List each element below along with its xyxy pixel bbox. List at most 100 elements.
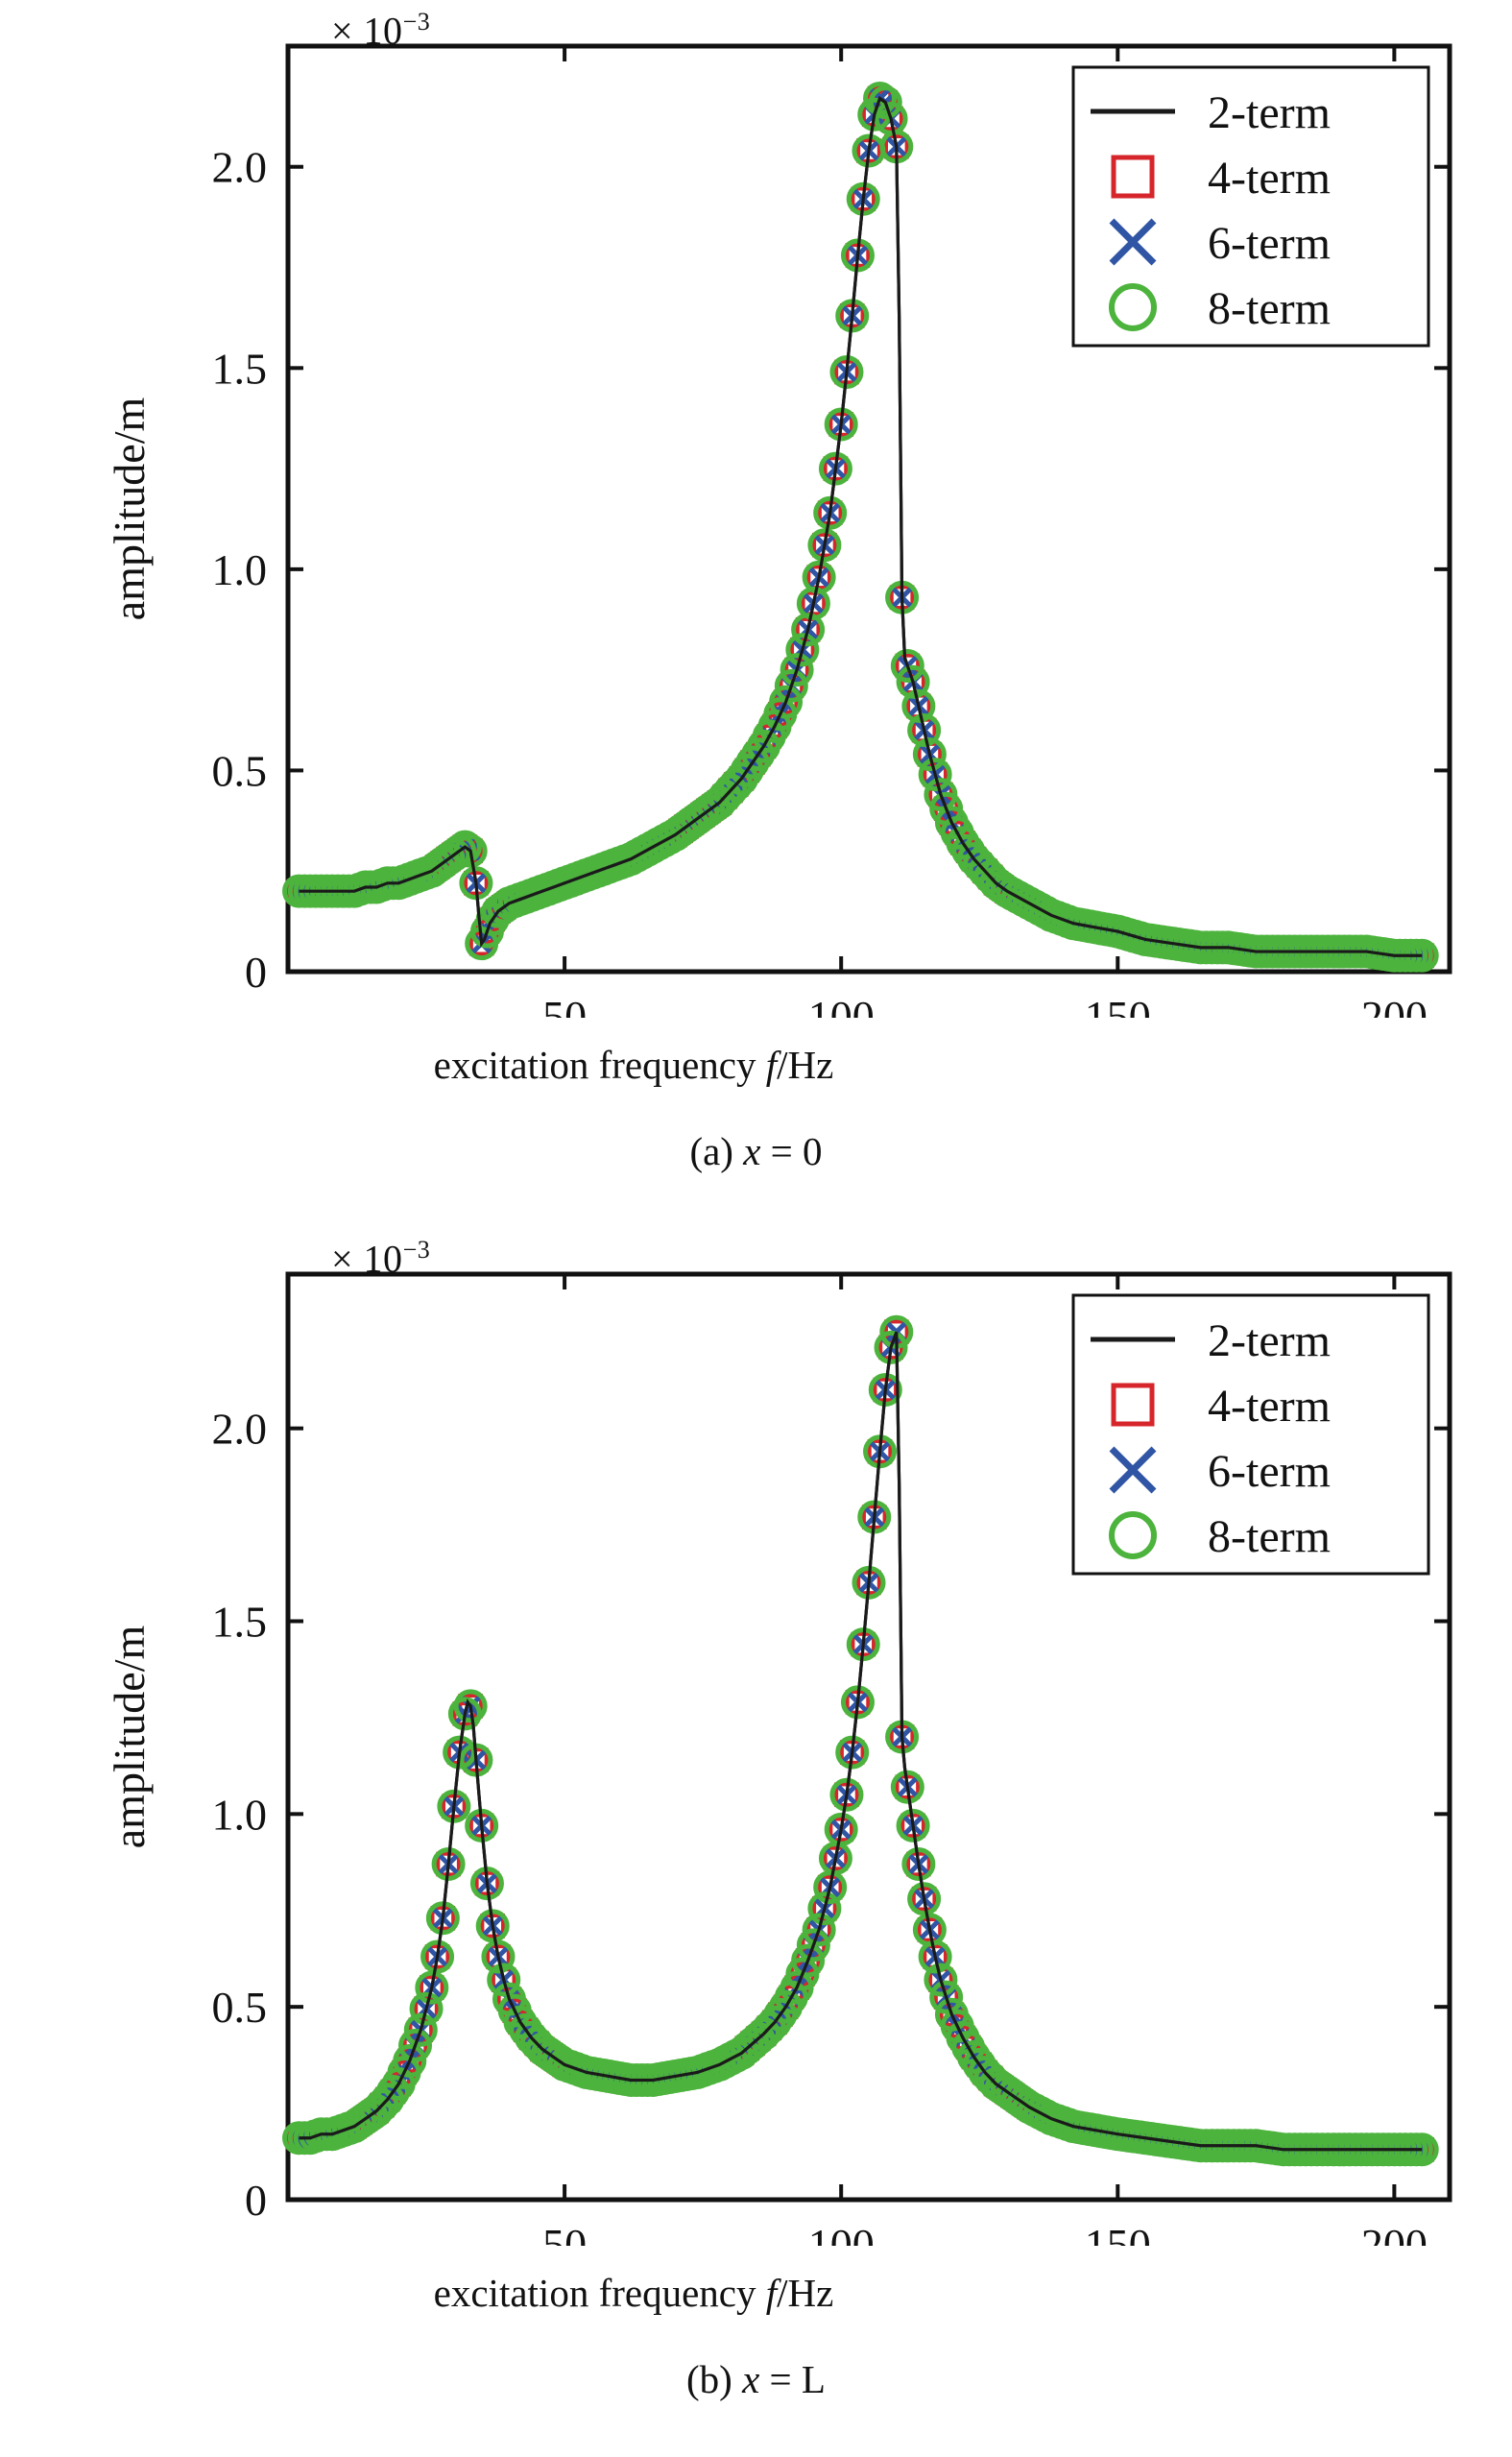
marker-circle — [420, 1939, 455, 1974]
legend-marker-circle — [1109, 283, 1157, 331]
y-axis-label: amplitude/m — [105, 1626, 154, 1849]
marker-circle — [835, 1735, 870, 1770]
x-tick-label: 150 — [1085, 2220, 1151, 2246]
marker-circle — [481, 1939, 516, 1974]
legend: 2-term 4-term 6-term 8-term — [1071, 65, 1430, 348]
marker-circle — [780, 653, 814, 687]
y-axis-label: amplitude/m — [105, 397, 154, 621]
series-line-2-term-top — [299, 1331, 1423, 2152]
marker-square — [823, 1845, 849, 1871]
y-multiplier-label-a: × 10−3 — [331, 8, 431, 53]
subfigure-b: × 10−3 50 100 150 200 0 0.5 1.0 1.5 2.0 amplitude… — [0, 1228, 1512, 2456]
marker-circle — [791, 1943, 826, 1978]
legend-label: 6-term — [1208, 218, 1331, 269]
x-tick-label: 100 — [808, 2220, 875, 2246]
y-tick-label: 0 — [245, 948, 267, 997]
plot-area-b: 50 100 150 200 0 0.5 1.0 1.5 2.0 amplitude/m 2-ter… — [105, 1271, 1452, 2246]
x-tick-label: 150 — [1085, 992, 1151, 1018]
marker-circle — [447, 1697, 482, 1731]
x-axis-label-a: excitation frequency f/Hz — [433, 1043, 834, 1087]
legend-marker-circle — [1109, 1511, 1157, 1559]
plot-frame — [285, 43, 1452, 975]
x-tick-label: 100 — [808, 992, 875, 1018]
x-axis-label-b: excitation frequency f/Hz — [433, 2271, 834, 2315]
marker-circle — [924, 1963, 958, 1997]
marker-circle — [907, 713, 942, 748]
marker-square — [812, 532, 837, 558]
x-tick-label: 50 — [542, 992, 587, 1018]
plot-frame — [285, 1271, 1452, 2203]
marker-circle — [896, 664, 930, 699]
marker-circle — [763, 1997, 798, 2032]
subfigure-a: × 10−3 50 100 150 200 0 0.5 1.0 1.5 2.0 amplitude… — [0, 0, 1512, 1228]
marker-circle — [890, 648, 924, 683]
marker-circle — [901, 688, 936, 723]
marker-circle — [829, 1777, 864, 1812]
marker-circle — [774, 668, 808, 703]
marker-circle — [868, 85, 902, 120]
y-tick-label: 0 — [245, 2176, 267, 2225]
series-line-2-term-top — [299, 95, 1423, 957]
y-tick-label: 2.0 — [212, 143, 268, 192]
marker-circle — [912, 737, 947, 772]
marker-circle — [807, 1891, 842, 1926]
marker-circle — [818, 451, 852, 486]
y-tick-label: 1.0 — [212, 545, 268, 594]
legend-marker-square — [1111, 1383, 1155, 1427]
legend-marker-cross — [1109, 218, 1157, 266]
marker-circle — [918, 758, 952, 792]
marker-circle — [918, 1939, 952, 1974]
marker-circle — [929, 1980, 964, 2014]
marker-square — [917, 1917, 943, 1942]
legend-label: 2-term — [1208, 87, 1331, 138]
y-tick-label: 2.0 — [212, 1405, 268, 1454]
marker-square — [911, 1886, 937, 1912]
marker-circle — [403, 2012, 438, 2047]
legend-label: 4-term — [1208, 1381, 1331, 1432]
subfigure-caption-b: (b) x = L — [686, 2357, 826, 2401]
marker-circle — [443, 833, 477, 868]
y-tick-label: 1.5 — [212, 344, 268, 393]
legend-label: 8-term — [1208, 283, 1331, 334]
marker-circle — [901, 1847, 936, 1882]
y-tick-label: 0.5 — [212, 746, 268, 795]
marker-circle — [741, 737, 776, 772]
marker-circle — [896, 1808, 930, 1843]
legend-label: 4-term — [1208, 153, 1331, 204]
marker-circle — [824, 1812, 858, 1846]
marker-circle — [907, 1882, 942, 1916]
marker-circle — [785, 633, 820, 667]
marker-circle — [453, 1689, 488, 1723]
marker-circle — [415, 1970, 449, 2005]
marker-circle — [802, 560, 836, 594]
x-tick-label: 50 — [542, 2220, 587, 2246]
legend-marker-square — [1111, 155, 1155, 199]
legend-label: 2-term — [1208, 1315, 1331, 1366]
marker-circle — [890, 1770, 924, 1804]
plot-area-a: 50 100 150 200 0 0.5 1.0 1.5 2.0 amplitude/m 2-ter… — [105, 43, 1452, 1018]
legend-label: 6-term — [1208, 1446, 1331, 1497]
legend: 2-term 4-term 6-term 8-term — [1071, 1293, 1430, 1576]
marker-circle — [874, 1330, 908, 1364]
marker-circle — [769, 685, 804, 719]
subfigure-caption-a: (a) x = 0 — [689, 1129, 823, 1173]
marker-circle — [453, 833, 488, 868]
marker-circle — [796, 1928, 830, 1963]
x-tick-label: 200 — [1361, 992, 1428, 1018]
legend-label: 8-term — [1208, 1511, 1331, 1562]
y-multiplier-label-b: × 10−3 — [331, 1236, 431, 1281]
marker-square — [828, 1817, 853, 1843]
marker-circle — [393, 2043, 427, 2078]
x-tick-label: 200 — [1361, 2220, 1428, 2246]
marker-circle — [475, 1909, 510, 1943]
marker-circle — [802, 1913, 836, 1947]
y-tick-label: 1.5 — [212, 1598, 268, 1647]
marker-circle — [398, 2028, 433, 2062]
marker-circle — [487, 1963, 521, 1997]
marker-circle — [813, 495, 848, 530]
y-tick-label: 0.5 — [212, 1983, 268, 2032]
marker-circle — [447, 830, 482, 864]
y-tick-label: 1.0 — [212, 1790, 268, 1839]
marker-circle — [807, 528, 842, 563]
